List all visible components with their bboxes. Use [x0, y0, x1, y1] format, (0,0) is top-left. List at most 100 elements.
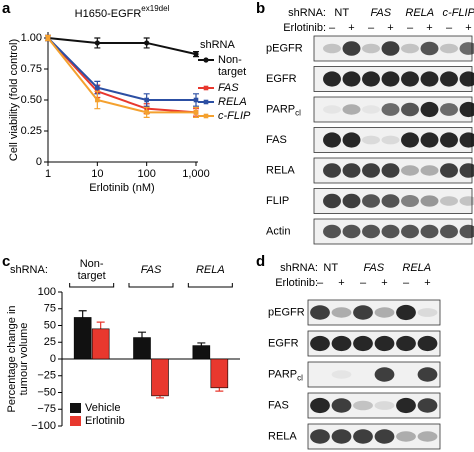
lane-sign: – — [317, 277, 324, 289]
band — [342, 71, 361, 87]
band — [396, 431, 416, 442]
band — [362, 43, 380, 54]
band — [342, 224, 361, 239]
band — [459, 196, 474, 206]
row-label-text: RELA — [268, 430, 297, 442]
lane-sign: + — [424, 277, 430, 289]
y-tick-label: −25 — [37, 370, 56, 382]
blot-row-label: FAS — [268, 399, 289, 411]
band — [323, 71, 341, 87]
band — [440, 196, 458, 206]
band — [440, 132, 458, 148]
band — [459, 71, 474, 87]
band — [331, 335, 352, 352]
band — [323, 163, 341, 178]
lane-sign: + — [381, 277, 387, 289]
band — [459, 224, 474, 239]
y-tick-label: −100 — [31, 420, 56, 432]
band — [374, 401, 395, 410]
series-line — [47, 37, 197, 114]
bar — [73, 317, 92, 360]
band — [440, 224, 458, 239]
lane-group-label: RELA — [405, 7, 434, 19]
band — [417, 367, 438, 382]
error-bar — [215, 387, 224, 392]
band — [331, 398, 352, 413]
lane-sign: + — [426, 22, 432, 34]
row-label-text: FLIP — [266, 195, 289, 207]
row-label-text: EGFR — [266, 73, 297, 85]
legend-label: c-FLIP — [218, 110, 251, 122]
y-tick-label: 0.75 — [21, 63, 42, 75]
band — [401, 71, 419, 87]
bar — [151, 358, 169, 397]
blot-row-label: Actin — [266, 225, 290, 237]
series-line — [47, 37, 196, 101]
y-tick-label: 50 — [44, 319, 56, 331]
bar — [133, 337, 151, 360]
row-label-text: FAS — [266, 134, 287, 146]
bar — [192, 345, 211, 360]
y-tick-label: −75 — [37, 403, 56, 415]
legend-marker — [203, 99, 209, 105]
legend-label: Vehicle — [85, 402, 120, 414]
blot-row-label: pEGFR — [266, 42, 303, 54]
x-category-label: Non-target — [78, 258, 106, 282]
blot-header: shRNA: — [288, 7, 326, 19]
band — [310, 429, 330, 444]
band — [381, 163, 400, 178]
legend-marker — [203, 113, 209, 119]
lane-sign: + — [465, 22, 471, 34]
band — [440, 71, 458, 87]
category-bracket — [187, 283, 233, 288]
band — [331, 370, 352, 379]
band — [353, 400, 373, 411]
lane-sign: – — [329, 22, 336, 34]
band — [420, 224, 439, 239]
legend-swatch — [70, 416, 81, 426]
data-point — [45, 35, 51, 41]
band — [381, 41, 400, 56]
row-label-text: EGFR — [268, 337, 299, 349]
x-category-label: FAS — [141, 264, 162, 276]
x-tick-label: 100 — [137, 168, 155, 180]
band — [362, 135, 380, 145]
blot-row-label: EGFR — [266, 73, 297, 85]
band — [323, 132, 341, 148]
lane-sign: + — [348, 22, 354, 34]
band — [381, 135, 400, 145]
blot-header: shRNA: — [280, 262, 318, 274]
band — [401, 43, 419, 54]
error-bar — [156, 395, 164, 399]
series-line — [47, 37, 196, 114]
band — [310, 335, 330, 352]
band — [310, 397, 330, 414]
panel-label: a — [2, 0, 11, 17]
band — [420, 132, 439, 148]
band — [381, 194, 400, 208]
y-tick-label: 0.50 — [21, 94, 42, 106]
lane-group-label: NT — [334, 7, 349, 19]
lane-sign: + — [387, 22, 393, 34]
x-axis-label: Erlotinib (nM) — [89, 182, 154, 194]
row-label-text: RELA — [266, 164, 295, 176]
band — [342, 132, 361, 148]
row-label-text: pEGFR — [268, 306, 305, 318]
band — [396, 304, 416, 321]
blot-treatment: Erlotinib: — [275, 277, 318, 289]
legend-marker — [203, 85, 209, 91]
row-label-text: FAS — [268, 399, 289, 411]
lane-group-label: RELA — [402, 262, 431, 274]
y-tick-label: 0.25 — [21, 125, 42, 137]
y-axis-label: Cell viability (fold control) — [8, 39, 20, 161]
band — [440, 103, 458, 116]
band — [362, 163, 380, 178]
band — [420, 71, 439, 87]
blot-row-label: PARPcl — [268, 368, 303, 382]
band — [353, 305, 373, 320]
lane-sign: – — [368, 22, 375, 34]
band — [342, 41, 361, 56]
band — [331, 307, 352, 318]
error-bar — [197, 342, 206, 346]
legend-swatch — [70, 403, 81, 413]
